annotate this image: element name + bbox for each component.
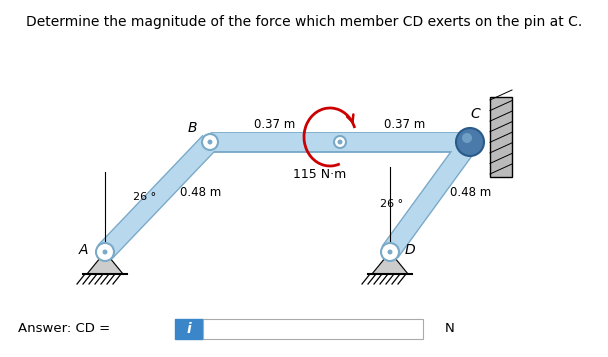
Circle shape bbox=[202, 134, 218, 150]
Bar bbox=[175, 319, 203, 339]
Circle shape bbox=[462, 133, 472, 143]
Polygon shape bbox=[87, 252, 123, 274]
Circle shape bbox=[334, 136, 346, 148]
Circle shape bbox=[103, 250, 108, 255]
Bar bbox=[490, 97, 512, 177]
Text: 0.37 m: 0.37 m bbox=[254, 117, 295, 131]
Circle shape bbox=[337, 140, 342, 145]
Text: A: A bbox=[78, 243, 88, 257]
Text: Answer: CD =: Answer: CD = bbox=[18, 322, 114, 336]
Text: Determine the magnitude of the force which member CD exerts on the pin at C.: Determine the magnitude of the force whi… bbox=[26, 15, 582, 29]
Circle shape bbox=[207, 140, 213, 145]
Text: D: D bbox=[405, 243, 415, 257]
Circle shape bbox=[381, 243, 399, 261]
Polygon shape bbox=[372, 252, 408, 274]
Text: 0.48 m: 0.48 m bbox=[450, 186, 491, 198]
Text: 115 N·m: 115 N·m bbox=[294, 169, 347, 181]
Text: 0.37 m: 0.37 m bbox=[384, 117, 426, 131]
Circle shape bbox=[96, 243, 114, 261]
Text: 26 °: 26 ° bbox=[133, 192, 156, 202]
Text: C: C bbox=[470, 107, 480, 121]
Circle shape bbox=[456, 128, 484, 156]
Text: i: i bbox=[187, 322, 192, 336]
Circle shape bbox=[387, 250, 393, 255]
Text: N: N bbox=[445, 322, 455, 336]
Text: 0.48 m: 0.48 m bbox=[179, 186, 221, 198]
Bar bbox=[203, 319, 423, 339]
Text: 26 °: 26 ° bbox=[380, 199, 403, 209]
Text: B: B bbox=[187, 121, 197, 135]
